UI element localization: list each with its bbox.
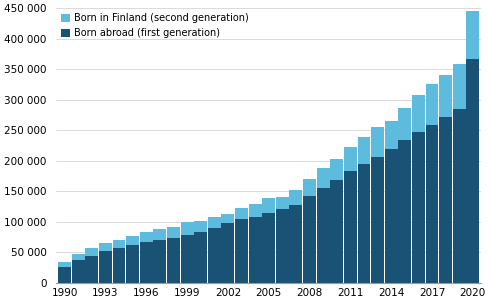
Bar — [439, 117, 452, 283]
Bar — [248, 204, 262, 217]
Bar — [453, 109, 466, 283]
Bar — [262, 213, 275, 283]
Bar — [208, 228, 221, 283]
Bar — [426, 125, 438, 283]
Bar — [303, 196, 316, 283]
Bar — [276, 209, 289, 283]
Bar — [140, 232, 153, 242]
Bar — [371, 127, 384, 156]
Bar — [167, 238, 180, 283]
Bar — [140, 242, 153, 283]
Bar — [466, 59, 479, 283]
Legend: Born in Finland (second generation), Born abroad (first generation): Born in Finland (second generation), Bor… — [59, 11, 250, 40]
Bar — [194, 232, 207, 283]
Bar — [344, 147, 357, 171]
Bar — [317, 188, 329, 283]
Bar — [398, 140, 411, 283]
Bar — [153, 239, 166, 283]
Bar — [466, 11, 479, 59]
Bar — [317, 168, 329, 188]
Bar — [235, 220, 248, 283]
Bar — [330, 180, 343, 283]
Bar — [412, 95, 425, 132]
Bar — [72, 254, 84, 260]
Bar — [208, 217, 221, 228]
Bar — [181, 235, 193, 283]
Bar — [330, 159, 343, 180]
Bar — [58, 267, 71, 283]
Bar — [72, 260, 84, 283]
Bar — [58, 262, 71, 267]
Bar — [181, 222, 193, 235]
Bar — [248, 217, 262, 283]
Bar — [99, 251, 112, 283]
Bar — [167, 227, 180, 238]
Bar — [453, 64, 466, 109]
Bar — [303, 178, 316, 196]
Bar — [112, 248, 126, 283]
Bar — [426, 84, 438, 125]
Bar — [290, 190, 302, 205]
Bar — [153, 229, 166, 239]
Bar — [276, 197, 289, 209]
Bar — [194, 221, 207, 232]
Bar — [385, 149, 398, 283]
Bar — [85, 256, 98, 283]
Bar — [371, 156, 384, 283]
Bar — [439, 75, 452, 117]
Bar — [412, 132, 425, 283]
Bar — [99, 243, 112, 251]
Bar — [126, 245, 139, 283]
Bar — [85, 248, 98, 256]
Bar — [385, 120, 398, 149]
Bar — [290, 205, 302, 283]
Bar — [221, 214, 234, 223]
Bar — [112, 239, 126, 248]
Bar — [398, 108, 411, 140]
Bar — [126, 236, 139, 245]
Bar — [357, 137, 370, 164]
Bar — [221, 223, 234, 283]
Bar — [357, 164, 370, 283]
Bar — [262, 198, 275, 213]
Bar — [344, 171, 357, 283]
Bar — [235, 208, 248, 220]
